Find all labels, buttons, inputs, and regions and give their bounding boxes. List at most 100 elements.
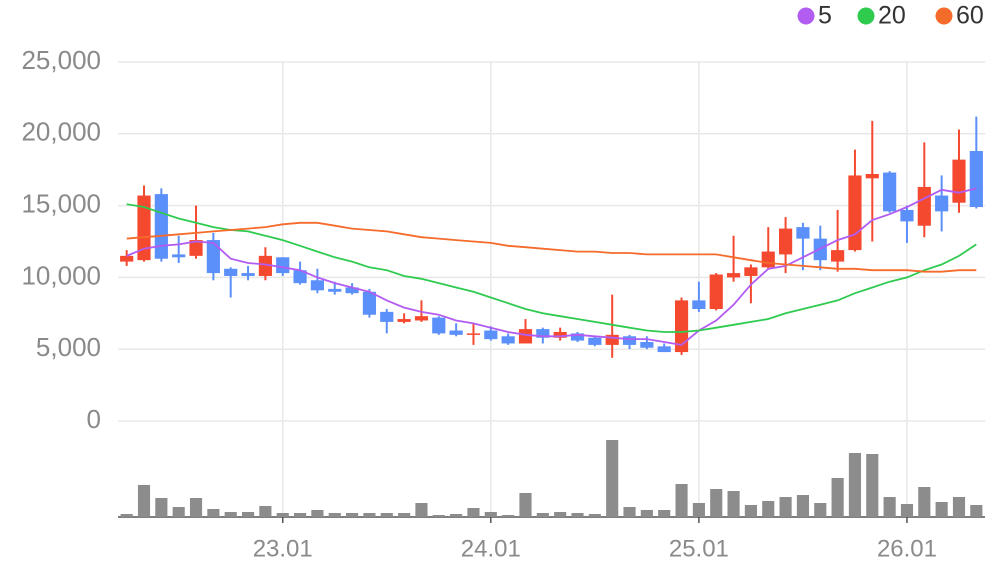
volume-bar (762, 501, 775, 517)
volume-bar (311, 510, 324, 517)
volume-bar (918, 487, 931, 517)
candle-body (831, 250, 845, 262)
candle-body (952, 159, 966, 203)
volume-bar (536, 513, 549, 517)
volume-bar (467, 508, 480, 517)
candle-body (154, 194, 168, 259)
candle-body (397, 319, 411, 322)
candle-body (622, 336, 637, 345)
candle-body (362, 291, 377, 315)
candle-body (345, 287, 359, 294)
volume-bar (848, 453, 862, 517)
volume-bar (658, 510, 671, 517)
y-tick-label: 25,000 (21, 45, 101, 75)
y-tick-label: 20,000 (21, 117, 101, 147)
candle-body (432, 317, 446, 334)
candle-body (570, 333, 585, 341)
candle-body (120, 255, 134, 262)
candle-body (657, 346, 671, 353)
candle-body (224, 268, 238, 276)
volume-bar (554, 512, 567, 517)
y-tick-label: 15,000 (21, 188, 101, 218)
candle-body (258, 255, 272, 276)
candle-body (241, 273, 255, 276)
candle-body (553, 331, 567, 338)
volume-bar (363, 513, 376, 517)
legend-marker (857, 7, 875, 25)
volume-bar (484, 512, 497, 517)
volume-bar (189, 498, 203, 517)
x-tick-label: 23.01 (253, 535, 313, 562)
candle-body (189, 240, 203, 256)
candle-body (536, 329, 550, 338)
legend-marker (935, 7, 953, 25)
volume-bar (588, 514, 601, 517)
candle-body (501, 336, 515, 344)
candle-body (883, 172, 897, 212)
volume-bar (814, 503, 827, 517)
x-tick-label: 26.01 (877, 535, 937, 562)
ma-line (126, 187, 977, 346)
candle-body (900, 209, 914, 222)
volume-bar (294, 513, 307, 517)
volume-bar (866, 454, 879, 517)
candle-body (449, 330, 463, 335)
legend-label: 20 (878, 2, 906, 30)
candle-body (380, 311, 394, 322)
volume-bar (450, 514, 463, 517)
volume-bar (241, 512, 255, 517)
candle-body (310, 280, 324, 291)
volume-bar (779, 497, 792, 517)
x-tick-label: 25.01 (669, 535, 729, 562)
volume-bar (640, 510, 653, 517)
candle-body (744, 267, 758, 276)
volume-bar (675, 484, 688, 517)
volume-bar (415, 503, 428, 517)
volume-bar (432, 515, 445, 517)
volume-bar (380, 513, 393, 517)
candle-body (674, 300, 689, 353)
volume-bar (970, 505, 983, 517)
volume-bar (502, 515, 515, 517)
ma-line (126, 203, 977, 333)
volume-bar (155, 498, 168, 517)
candle-body (640, 342, 654, 348)
candle-body (466, 333, 481, 335)
volume-bar (623, 507, 636, 517)
volume-bar (519, 493, 532, 517)
volume-bar (276, 513, 289, 517)
candle-body (726, 273, 741, 278)
volume-bar (207, 509, 220, 517)
volume-bar (606, 440, 619, 517)
candle-body (935, 195, 949, 212)
volume-bar (883, 497, 896, 517)
candle-body (848, 175, 862, 251)
volume-bar (398, 513, 411, 517)
volume-bar (346, 513, 359, 517)
volume-bar (571, 513, 584, 517)
candle-body (276, 257, 290, 274)
volume-bar (692, 503, 705, 517)
volume-bar (900, 504, 914, 517)
candle-body (206, 240, 220, 274)
volume-bar (744, 505, 757, 517)
candle-body (796, 227, 810, 239)
y-tick-label: 5,000 (36, 332, 101, 362)
volume-bar (796, 495, 809, 517)
y-tick-label: 10,000 (21, 260, 101, 290)
volume-bar (328, 513, 341, 517)
volume-bar (831, 478, 844, 517)
volume-bar (710, 489, 723, 517)
volume-bar (224, 512, 237, 517)
candle-body (761, 251, 775, 268)
candle-body (779, 228, 793, 255)
candle-body (293, 270, 307, 284)
candle-body (328, 288, 342, 292)
legend-label: 5 (818, 2, 832, 30)
candle-body (692, 300, 706, 309)
legend-marker (797, 7, 815, 25)
candle-body (172, 254, 186, 258)
volume-bar (952, 497, 966, 517)
